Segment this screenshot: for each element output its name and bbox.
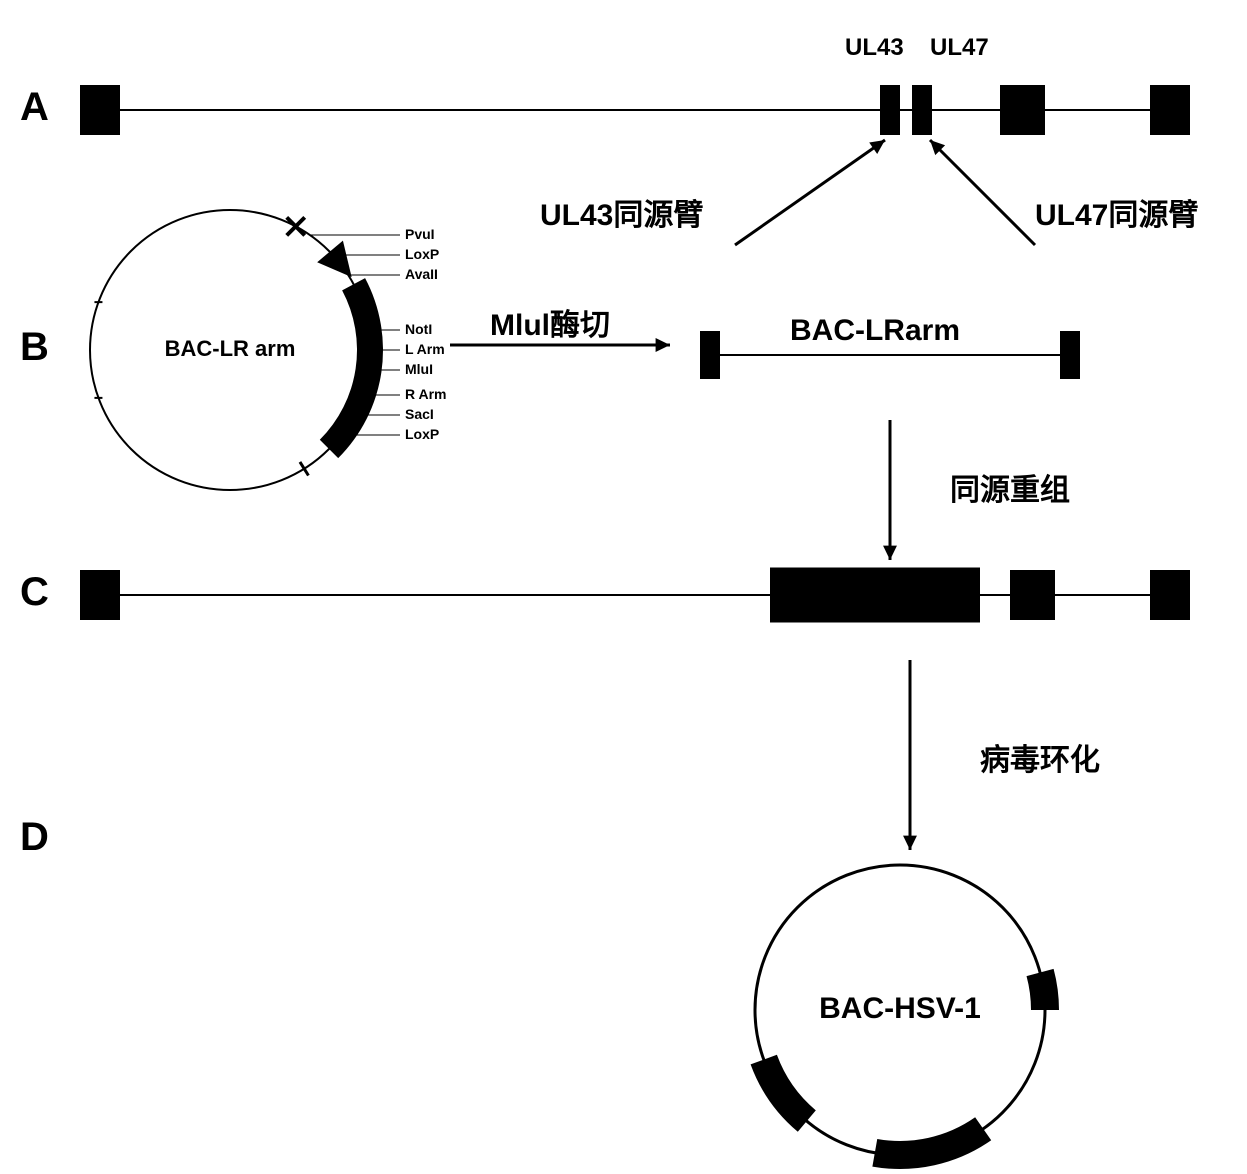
label-viral_circ: 病毒环化	[980, 744, 1100, 777]
final-arc-1	[872, 1117, 991, 1169]
final-arc-0	[1027, 969, 1059, 1010]
label-recomb: 同源重组	[950, 473, 1070, 507]
final-arc-2	[751, 1055, 816, 1132]
arrow-ul47_to_A	[930, 140, 1035, 245]
plasmid-feature-7: SacI	[405, 406, 434, 422]
row-a-toplabel-0: UL43	[845, 34, 904, 61]
row-a-block-0	[80, 85, 120, 135]
arrow-down_to_D	[903, 660, 917, 850]
final-circle: BAC-HSV-1	[751, 865, 1059, 1169]
plasmid-center-label: BAC-LR arm	[165, 336, 296, 361]
row-a-block-2	[912, 85, 932, 135]
plasmid-feature-1: LoxP	[405, 246, 439, 262]
plasmid-feature-2: AvaII	[405, 266, 438, 282]
row-c-block-2	[1010, 570, 1055, 620]
final-circle-label: BAC-HSV-1	[819, 992, 981, 1025]
bac-frag-block-1	[1060, 331, 1080, 379]
row-a: UL43 UL47	[80, 34, 1190, 135]
label-mlul_cut: Mlul酶切	[490, 309, 610, 342]
plasmid-feature-3: NotI	[405, 321, 432, 337]
panel-label-c: C	[20, 570, 49, 614]
row-a-block-1	[880, 85, 900, 135]
row-a-block-4	[1150, 85, 1190, 135]
plasmid-feature-4: L Arm	[405, 341, 445, 357]
row-c-block-1	[770, 568, 980, 623]
plasmid: BAC-LR arm PvuI LoxP AvaII NotI L Arm MluI R Ar…	[90, 210, 447, 490]
bac-frag-block-0	[700, 331, 720, 379]
plasmid-feature-6: R Arm	[405, 386, 447, 402]
plasmid-feature-5: MluI	[405, 361, 433, 377]
panel-label-a: A	[20, 85, 49, 129]
row-c-block-0	[80, 570, 120, 620]
arrow-ul43_to_A	[735, 140, 885, 245]
row-c	[80, 568, 1190, 623]
label-bac_lrarm: BAC-LRarm	[790, 314, 960, 347]
label-ul47_arm: UL47同源臂	[1035, 199, 1198, 232]
plasmid-feature-8: LoxP	[405, 426, 439, 442]
plasmid-feature-0: PvuI	[405, 226, 435, 242]
row-a-toplabel-1: UL47	[930, 34, 989, 61]
row-a-block-3	[1000, 85, 1045, 135]
panel-label-d: D	[20, 815, 49, 859]
arrow-down_to_C	[883, 420, 897, 560]
row-c-block-3	[1150, 570, 1190, 620]
plasmid-arc-block	[320, 278, 383, 458]
panel-label-b: B	[20, 325, 49, 369]
label-ul43_arm: UL43同源臂	[540, 199, 703, 232]
